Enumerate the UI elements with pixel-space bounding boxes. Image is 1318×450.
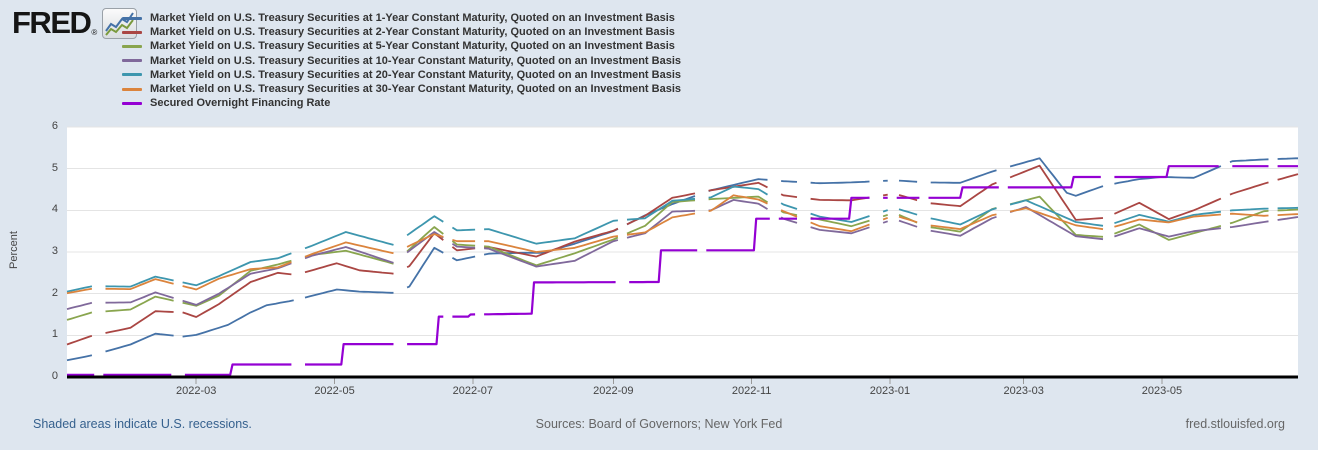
- fred-logo[interactable]: FRED ®: [12, 5, 138, 40]
- legend-item-20-year[interactable]: Market Yield on U.S. Treasury Securities…: [122, 68, 681, 82]
- fred-site-link[interactable]: fred.stlouisfed.org: [1185, 417, 1285, 431]
- y-axis-tick-label: 1: [51, 328, 58, 341]
- x-axis-tick-label: 2022-03: [176, 385, 217, 397]
- y-axis-tick-label: 6: [51, 120, 58, 132]
- plot-area[interactable]: [66, 126, 1299, 384]
- sources-text[interactable]: Sources: Board of Governors; New York Fe…: [535, 417, 783, 431]
- legend-item-label: Secured Overnight Financing Rate: [150, 97, 331, 110]
- legend-item-1-year[interactable]: Market Yield on U.S. Treasury Securities…: [122, 11, 681, 25]
- fred-sparkline-icon: [102, 8, 138, 39]
- legend-line-swatch: [122, 73, 142, 77]
- legend-item-label: Market Yield on U.S. Treasury Securities…: [150, 26, 675, 39]
- y-axis-tick-label: 5: [51, 161, 58, 174]
- x-axis-tick-label: 2023-05: [1141, 385, 1183, 397]
- legend-line-swatch: [122, 44, 142, 48]
- x-axis-tick-label: 2022-11: [731, 385, 772, 397]
- legend-line-swatch: [122, 59, 142, 63]
- y-axis-tick-label: 2: [51, 286, 58, 299]
- legend-item-label: Market Yield on U.S. Treasury Securities…: [150, 40, 675, 53]
- legend-line-swatch: [122, 101, 142, 105]
- legend-item-label: Market Yield on U.S. Treasury Securities…: [150, 54, 682, 67]
- fred-logo-text: FRED: [12, 5, 92, 40]
- legend-line-swatch: [122, 30, 142, 34]
- x-axis-tick-label: 2023-01: [869, 385, 911, 397]
- legend-line-swatch: [122, 87, 142, 91]
- chart-legend: Market Yield on U.S. Treasury Securities…: [122, 11, 681, 110]
- legend-item-label: Market Yield on U.S. Treasury Securities…: [150, 12, 675, 25]
- y-axis-tick-label: 0: [51, 370, 58, 382]
- legend-line-swatch: [122, 16, 142, 20]
- y-axis-title: Percent: [8, 231, 20, 269]
- x-axis-tick-label: 2023-03: [1003, 385, 1044, 397]
- legend-item-label: Market Yield on U.S. Treasury Securities…: [150, 83, 682, 96]
- legend-item-30-year[interactable]: Market Yield on U.S. Treasury Securities…: [122, 82, 681, 96]
- x-axis-tick-label: 2022-05: [314, 385, 355, 397]
- legend-item-10-year[interactable]: Market Yield on U.S. Treasury Securities…: [122, 54, 681, 68]
- line-chart-canvas: [66, 126, 1299, 384]
- legend-item-sofr[interactable]: Secured Overnight Financing Rate: [122, 96, 681, 110]
- y-axis-tick-label: 3: [51, 245, 58, 257]
- registered-trademark-symbol: ®: [91, 28, 98, 37]
- legend-item-2-year[interactable]: Market Yield on U.S. Treasury Securities…: [122, 25, 681, 39]
- legend-item-label: Market Yield on U.S. Treasury Securities…: [150, 68, 682, 81]
- recession-note-link[interactable]: Shaded areas indicate U.S. recessions.: [33, 417, 252, 431]
- y-axis-tick-label: 4: [51, 203, 58, 216]
- legend-item-5-year[interactable]: Market Yield on U.S. Treasury Securities…: [122, 39, 681, 53]
- x-axis-tick-label: 2022-07: [452, 385, 493, 397]
- x-axis-tick-label: 2022-09: [593, 385, 634, 397]
